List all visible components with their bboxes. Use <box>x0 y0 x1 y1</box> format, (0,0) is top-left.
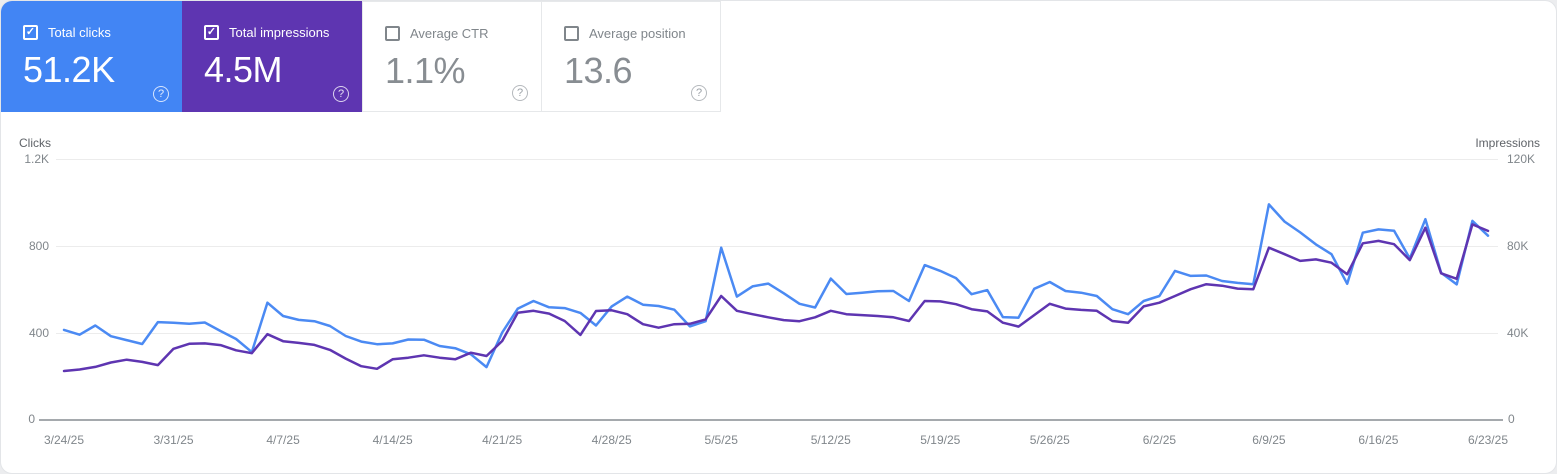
date-label: 6/23/25 <box>1467 433 1508 447</box>
card-average-ctr[interactable]: ✓ Average CTR 1.1% ? <box>362 1 542 112</box>
total-impressions-checkbox[interactable]: ✓ <box>204 25 219 40</box>
checkmark-icon: ✓ <box>206 26 217 38</box>
help-icon[interactable]: ? <box>153 86 169 102</box>
axis-tick-label: 80K <box>1507 239 1529 253</box>
card-label: Total impressions <box>229 25 330 40</box>
date-label: 4/14/25 <box>372 433 413 447</box>
date-label: 5/5/25 <box>704 433 738 447</box>
card-total-impressions[interactable]: ✓ Total impressions 4.5M ? <box>182 1 362 112</box>
help-icon[interactable]: ? <box>512 85 528 101</box>
series-line-impressions <box>62 223 1490 373</box>
date-label: 4/7/25 <box>266 433 300 447</box>
date-label: 6/9/25 <box>1252 433 1286 447</box>
average-position-value: 13.6 <box>564 50 633 91</box>
card-average-ctr-header: ✓ Average CTR <box>385 26 521 41</box>
axis-tick-label: 120K <box>1507 152 1536 166</box>
gridline <box>56 159 1498 160</box>
checkmark-icon: ✓ <box>25 26 36 38</box>
gridline <box>56 333 1498 334</box>
card-total-clicks[interactable]: ✓ Total clicks 51.2K ? <box>1 1 182 112</box>
date-label: 5/26/25 <box>1029 433 1070 447</box>
right-axis-title: Impressions <box>1475 136 1540 150</box>
card-label: Total clicks <box>48 25 111 40</box>
date-label: 4/21/25 <box>482 433 523 447</box>
date-label: 6/2/25 <box>1142 433 1177 447</box>
total-clicks-value: 51.2K <box>23 49 115 90</box>
average-position-checkbox[interactable]: ✓ <box>564 26 579 41</box>
axis-tick-label: 1.2K <box>24 152 49 166</box>
card-average-position[interactable]: ✓ Average position 13.6 ? <box>542 1 721 112</box>
date-label: 4/28/25 <box>591 433 632 447</box>
average-ctr-value: 1.1% <box>385 50 466 91</box>
help-icon[interactable]: ? <box>333 86 349 102</box>
metric-cards: ✓ Total clicks 51.2K ? ✓ Total impressio… <box>1 1 721 112</box>
axis-tick-label: 40K <box>1507 326 1529 340</box>
card-total-clicks-header: ✓ Total clicks <box>23 25 162 40</box>
help-icon[interactable]: ? <box>691 85 707 101</box>
total-clicks-checkbox[interactable]: ✓ <box>23 25 38 40</box>
left-axis-title: Clicks <box>19 136 51 150</box>
card-label: Average position <box>589 26 686 41</box>
series-line-clicks <box>62 203 1490 369</box>
axis-tick-label: 400 <box>28 326 49 340</box>
x-axis-line <box>39 419 1503 421</box>
card-label: Average CTR <box>410 26 489 41</box>
axis-tick-label: 0 <box>28 412 35 426</box>
date-label: 3/24/25 <box>43 433 85 447</box>
date-label: 5/12/25 <box>810 433 851 447</box>
total-impressions-value: 4.5M <box>204 49 283 90</box>
date-label: 5/19/25 <box>920 433 961 447</box>
line-chart-plot[interactable] <box>56 151 1501 423</box>
axis-tick-label: 800 <box>28 239 49 253</box>
card-total-impressions-header: ✓ Total impressions <box>204 25 342 40</box>
date-label: 6/16/25 <box>1358 433 1399 447</box>
average-ctr-checkbox[interactable]: ✓ <box>385 26 400 41</box>
axis-tick-label: 0 <box>1508 412 1515 426</box>
date-label: 3/31/25 <box>153 433 194 447</box>
gridline <box>56 246 1498 247</box>
card-average-position-header: ✓ Average position <box>564 26 700 41</box>
